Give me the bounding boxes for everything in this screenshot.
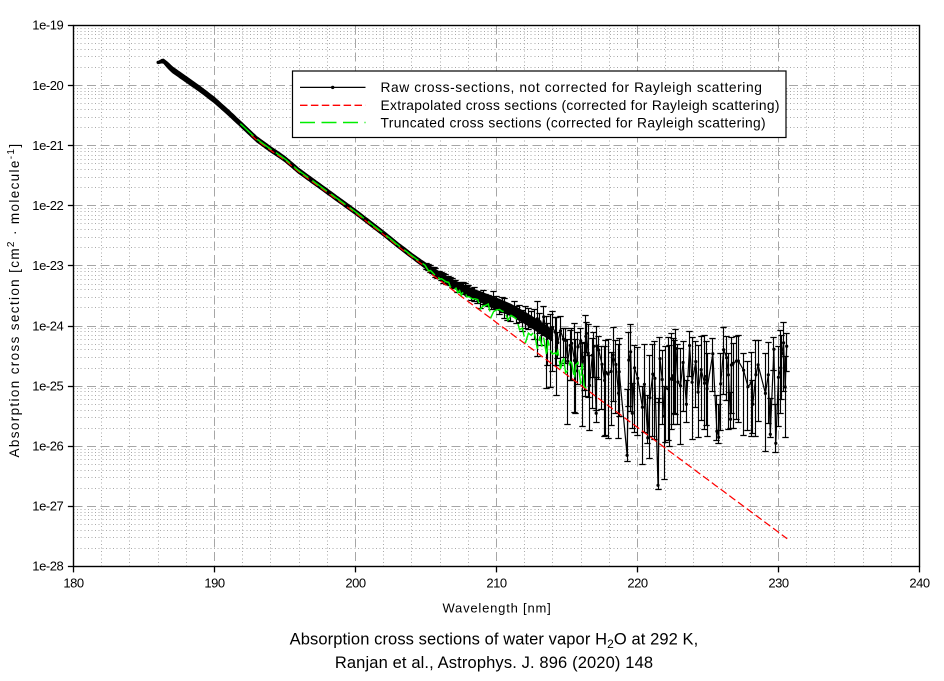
svg-text:Absorption cross section [cm2: Absorption cross section [cm2 · molecule… — [6, 143, 22, 458]
svg-text:Absorption cross sections of w: Absorption cross sections of water vapor… — [290, 631, 699, 652]
svg-text:Wavelength [nm]: Wavelength [nm] — [442, 601, 551, 616]
svg-text:210: 210 — [486, 576, 507, 591]
svg-text:230: 230 — [768, 576, 789, 591]
svg-text:Truncated cross sections (corr: Truncated cross sections (corrected for … — [381, 115, 767, 130]
svg-text:Extrapolated cross sections (c: Extrapolated cross sections (corrected f… — [381, 98, 780, 113]
svg-text:Ranjan et al., Astrophys. J. 8: Ranjan et al., Astrophys. J. 896 (2020) … — [335, 654, 653, 672]
svg-text:180: 180 — [63, 576, 84, 591]
svg-text:1e-19: 1e-19 — [32, 18, 63, 33]
svg-text:200: 200 — [345, 576, 366, 591]
svg-text:190: 190 — [204, 576, 225, 591]
svg-text:1e-25: 1e-25 — [32, 378, 63, 393]
svg-text:220: 220 — [627, 576, 648, 591]
svg-text:1e-28: 1e-28 — [32, 559, 63, 574]
svg-text:1e-26: 1e-26 — [32, 439, 63, 454]
svg-text:1e-21: 1e-21 — [32, 138, 63, 153]
svg-text:Raw cross-sections, not correc: Raw cross-sections, not corrected for Ra… — [381, 80, 763, 95]
svg-text:240: 240 — [909, 576, 930, 591]
svg-text:1e-20: 1e-20 — [32, 78, 63, 93]
svg-text:1e-24: 1e-24 — [32, 318, 63, 333]
svg-text:1e-23: 1e-23 — [32, 258, 63, 273]
svg-text:1e-27: 1e-27 — [32, 499, 63, 514]
svg-text:1e-22: 1e-22 — [32, 198, 63, 213]
